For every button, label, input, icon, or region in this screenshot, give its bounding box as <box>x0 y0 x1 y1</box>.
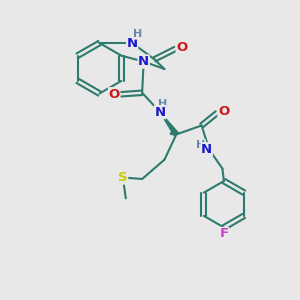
Text: O: O <box>176 41 188 54</box>
Text: S: S <box>118 171 128 184</box>
Text: H: H <box>134 29 143 39</box>
Text: O: O <box>218 105 229 118</box>
Text: N: N <box>127 37 138 50</box>
Text: H: H <box>196 140 205 150</box>
Polygon shape <box>160 112 178 136</box>
Text: F: F <box>219 227 229 241</box>
Text: H: H <box>158 99 167 109</box>
Text: O: O <box>109 88 120 101</box>
Text: N: N <box>154 106 166 118</box>
Text: N: N <box>138 55 149 68</box>
Text: N: N <box>201 143 212 156</box>
